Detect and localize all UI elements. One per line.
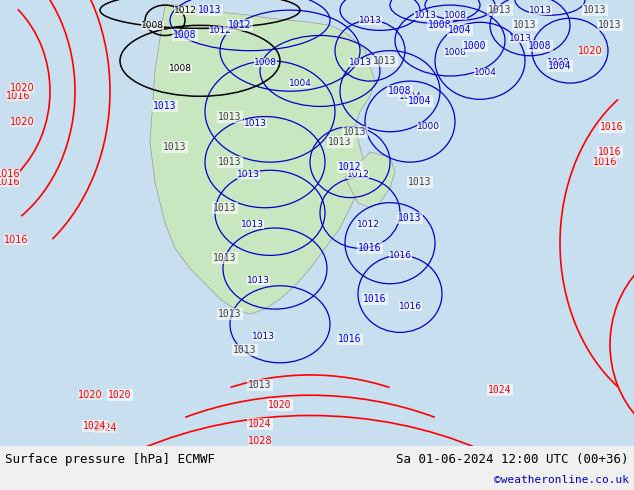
Text: 1013: 1013 [508,34,531,43]
Text: 1016: 1016 [389,251,411,260]
Text: 1020: 1020 [578,46,602,56]
Text: 1013: 1013 [408,177,432,187]
Polygon shape [345,152,395,208]
Text: 1013: 1013 [249,380,272,390]
Text: 1013: 1013 [252,332,275,341]
Text: 1024: 1024 [93,423,117,433]
Text: 1013: 1013 [328,137,352,147]
Text: 1013: 1013 [514,21,537,30]
Text: 1016: 1016 [399,301,422,311]
Text: 1024: 1024 [488,385,512,395]
Text: 1016: 1016 [600,122,624,132]
Text: 1013: 1013 [213,253,236,264]
Text: 1013: 1013 [373,56,397,66]
Text: 1012: 1012 [347,170,370,179]
Text: 1012: 1012 [174,5,197,15]
Text: 1008: 1008 [444,48,467,57]
Text: 1012: 1012 [209,26,231,35]
Text: 1016: 1016 [4,235,29,245]
Text: 1016: 1016 [339,335,362,344]
Text: 1013: 1013 [488,5,512,15]
Text: 1013: 1013 [218,309,242,319]
Text: 1013: 1013 [163,142,187,152]
Text: 1016: 1016 [358,244,382,253]
Text: 1013: 1013 [247,276,269,285]
Text: 1013: 1013 [343,127,366,137]
Text: 1016: 1016 [0,170,20,179]
Text: 1004: 1004 [448,25,472,35]
Text: 1008: 1008 [388,86,411,96]
Text: 1000: 1000 [417,122,439,131]
Text: 1013: 1013 [198,5,222,15]
Text: 1013: 1013 [218,112,242,122]
Text: 1013: 1013 [583,5,607,15]
Text: 1004: 1004 [408,97,432,106]
Text: 1008: 1008 [169,64,191,74]
Text: 1020: 1020 [10,117,34,126]
Text: 1013: 1013 [413,11,436,20]
Text: 1008: 1008 [547,58,569,67]
Text: Sa 01-06-2024 12:00 UTC (00+36): Sa 01-06-2024 12:00 UTC (00+36) [396,453,629,466]
Text: 1013: 1013 [529,5,552,15]
Text: 1016: 1016 [363,294,387,304]
Text: 1013: 1013 [233,344,257,355]
Text: 1008: 1008 [141,21,164,30]
Text: 1012: 1012 [339,162,362,172]
Text: 1013: 1013 [349,58,372,67]
Text: 1013: 1013 [218,157,242,167]
Text: 1013: 1013 [236,170,259,179]
Text: 1013: 1013 [598,21,622,30]
Text: 1020: 1020 [268,400,292,410]
Text: 1013: 1013 [213,203,236,213]
Text: 1028: 1028 [248,436,273,446]
Text: 1013: 1013 [240,220,264,229]
Text: 1013: 1013 [398,213,422,223]
Text: 1008: 1008 [173,30,197,41]
Text: 1013: 1013 [153,101,177,111]
Text: 1000: 1000 [463,41,487,50]
Text: 1016: 1016 [6,91,30,101]
Text: 1008: 1008 [254,58,276,67]
Text: 1016: 1016 [593,157,618,167]
Text: 1013: 1013 [243,119,266,128]
Text: 1012: 1012 [228,21,252,30]
Text: 1013: 1013 [358,16,382,25]
Text: ©weatheronline.co.uk: ©weatheronline.co.uk [494,475,629,485]
Polygon shape [150,5,375,314]
Text: 1004: 1004 [288,78,311,88]
Text: 1016: 1016 [598,147,622,157]
Text: 1004: 1004 [474,69,496,77]
Text: 1008: 1008 [444,11,467,20]
Text: 1008: 1008 [428,21,452,30]
Text: 1020: 1020 [78,390,102,400]
Text: 1004: 1004 [399,92,422,101]
Text: 1004: 1004 [548,61,572,71]
Text: 1020: 1020 [108,390,132,400]
Text: 1008: 1008 [528,41,552,50]
Text: 1024: 1024 [83,420,107,431]
Text: Surface pressure [hPa] ECMWF: Surface pressure [hPa] ECMWF [5,453,215,466]
Text: 1016: 1016 [0,177,20,187]
Text: 1020: 1020 [10,83,34,93]
Text: 1024: 1024 [249,418,272,429]
Text: 1012: 1012 [356,220,379,229]
